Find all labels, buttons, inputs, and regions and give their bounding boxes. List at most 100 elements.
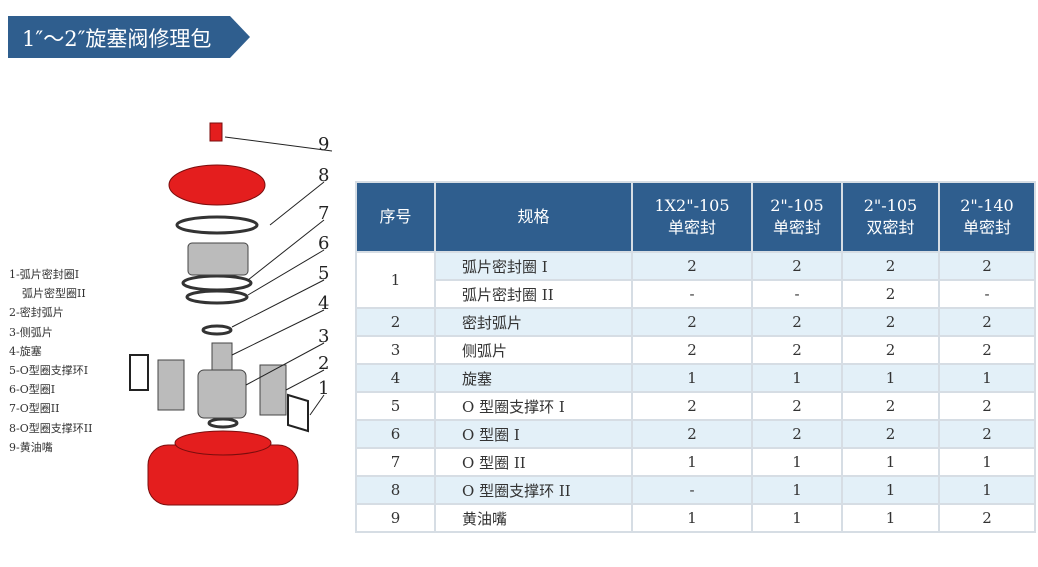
cell-qty: 1 (751, 447, 843, 477)
cell-spec: 弧片密封圈 II (434, 279, 633, 309)
cell-qty: 2 (631, 251, 753, 281)
cell-qty: 2 (751, 307, 843, 337)
cell-qty: 1 (841, 363, 940, 393)
header-col: 1X2"-105 单密封 (631, 181, 753, 253)
cell-no: 4 (355, 363, 436, 393)
table-row: 9 黄油嘴 1 1 1 2 (355, 503, 1036, 533)
plug-stem-part (211, 342, 233, 374)
cell-spec: O 型圈 I (434, 419, 633, 449)
cell-qty: - (751, 279, 843, 309)
cell-qty: 2 (938, 307, 1036, 337)
header-col: 2"-105 双密封 (841, 181, 940, 253)
cell-qty: 1 (938, 447, 1036, 477)
cell-no: 3 (355, 335, 436, 365)
legend-item: 2-密封弧片 (9, 306, 64, 320)
cell-spec: 密封弧片 (434, 307, 633, 337)
legend-item: 4-旋塞 (9, 344, 42, 358)
cell-spec: O 型圈 II (434, 447, 633, 477)
cell-qty: - (631, 279, 753, 309)
cell-spec: 旋塞 (434, 363, 633, 393)
seal-segment-part (259, 364, 287, 416)
callout-number: 1 (318, 378, 329, 399)
callout-number: 6 (318, 233, 329, 254)
table-row: 3 侧弧片 2 2 2 2 (355, 335, 1036, 365)
cell-qty: 1 (631, 447, 753, 477)
grease-fitting-part (209, 122, 223, 142)
cell-spec: 黄油嘴 (434, 503, 633, 533)
cell-qty: 1 (841, 503, 940, 533)
legend-item: 弧片密型圈II (22, 287, 86, 301)
cell-qty: 1 (751, 475, 843, 505)
legend-item: 8-O型圈支撑环II (9, 421, 93, 435)
legend-item: 6-O型圈I (9, 383, 56, 397)
cell-no: 9 (355, 503, 436, 533)
cell-qty: 2 (938, 391, 1036, 421)
callout-number: 8 (318, 165, 329, 186)
cell-qty: 2 (751, 335, 843, 365)
plug-part (197, 369, 247, 419)
cell-no: 1 (355, 251, 436, 309)
cell-qty: 1 (841, 475, 940, 505)
callout-number: 4 (318, 293, 329, 314)
cell-qty: 1 (631, 363, 753, 393)
cell-spec: 侧弧片 (434, 335, 633, 365)
cell-spec: O 型圈支撑环 I (434, 391, 633, 421)
plug-housing-part (187, 242, 249, 276)
cell-qty: 1 (751, 363, 843, 393)
header-col: 2"-140 单密封 (938, 181, 1036, 253)
cap-part (168, 164, 266, 206)
table-header-row: 序号 规格 1X2"-105 单密封 2"-105 单密封 2"-105 双密封 2"… (355, 181, 1036, 253)
header-no: 序号 (355, 181, 436, 253)
cell-qty: - (631, 475, 753, 505)
cell-qty: 2 (938, 503, 1036, 533)
legend-item: 1-弧片密封圈I (9, 268, 80, 281)
cell-no: 2 (355, 307, 436, 337)
callout-number: 2 (318, 353, 329, 374)
cell-no: 7 (355, 447, 436, 477)
section-title-banner: 1″～2″旋塞阀修理包 (8, 16, 250, 58)
cell-qty: 2 (841, 419, 940, 449)
side-segment-part (157, 359, 185, 411)
legend-item: 9-黄油嘴 (9, 440, 53, 454)
exploded-valve-diagram: 9 8 7 6 5 4 3 2 1 (129, 122, 333, 506)
header-col: 2"-105 单密封 (751, 181, 843, 253)
section-title: 1″～2″旋塞阀修理包 (22, 27, 212, 51)
banner-arrow-shape (8, 16, 250, 58)
cell-qty: 2 (751, 391, 843, 421)
callout-number: 5 (318, 263, 329, 284)
table-row: 2 密封弧片 2 2 2 2 (355, 307, 1036, 337)
cell-qty: 2 (751, 419, 843, 449)
cell-spec: 弧片密封圈 I (434, 251, 633, 281)
parts-legend: 1-弧片密封圈I 弧片密型圈II 2-密封弧片 3-侧弧片 4-旋塞 5-O型圈… (9, 265, 92, 457)
cell-qty: 2 (751, 251, 843, 281)
cell-qty: 2 (938, 419, 1036, 449)
cell-qty: 2 (938, 335, 1036, 365)
cell-no: 6 (355, 419, 436, 449)
header-spec: 规格 (434, 181, 633, 253)
callout-number: 3 (318, 326, 329, 347)
legend-item: 5-O型圈支撑环I (9, 364, 89, 378)
callout-number: 9 (318, 134, 329, 155)
cell-qty: 2 (631, 335, 753, 365)
cell-qty: 1 (751, 503, 843, 533)
cell-qty: - (938, 279, 1036, 309)
cell-no: 5 (355, 391, 436, 421)
table-row: 4 旋塞 1 1 1 1 (355, 363, 1036, 393)
cell-qty: 2 (938, 251, 1036, 281)
cell-qty: 1 (841, 447, 940, 477)
cell-qty: 2 (631, 419, 753, 449)
callout-number: 7 (318, 203, 329, 224)
repair-kit-table: 序号 规格 1X2"-105 单密封 2"-105 单密封 2"-105 双密封 2"… (355, 181, 1036, 533)
cell-qty: 2 (841, 279, 940, 309)
legend-item: 3-侧弧片 (9, 325, 53, 339)
cell-qty: 2 (841, 335, 940, 365)
cell-qty: 1 (631, 503, 753, 533)
cell-qty: 2 (631, 307, 753, 337)
legend-item: 7-O型圈II (9, 402, 60, 416)
cell-qty: 1 (938, 363, 1036, 393)
